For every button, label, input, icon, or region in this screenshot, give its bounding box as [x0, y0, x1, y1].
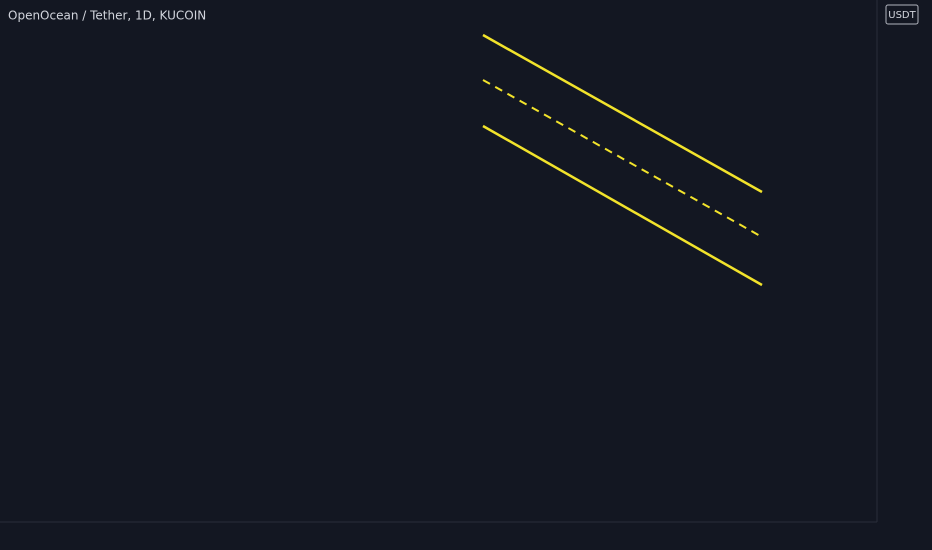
trend-channel	[482, 33, 763, 287]
currency[interactable]: USDT	[888, 10, 916, 21]
currency-box[interactable]	[885, 4, 919, 25]
price-axis-bg	[877, 0, 932, 550]
channel-middle	[482, 79, 763, 238]
channel-upper	[482, 33, 763, 194]
chart-title: OpenOcean / Tether, 1D, KUCOIN	[8, 9, 206, 23]
channel-lower	[482, 124, 763, 287]
